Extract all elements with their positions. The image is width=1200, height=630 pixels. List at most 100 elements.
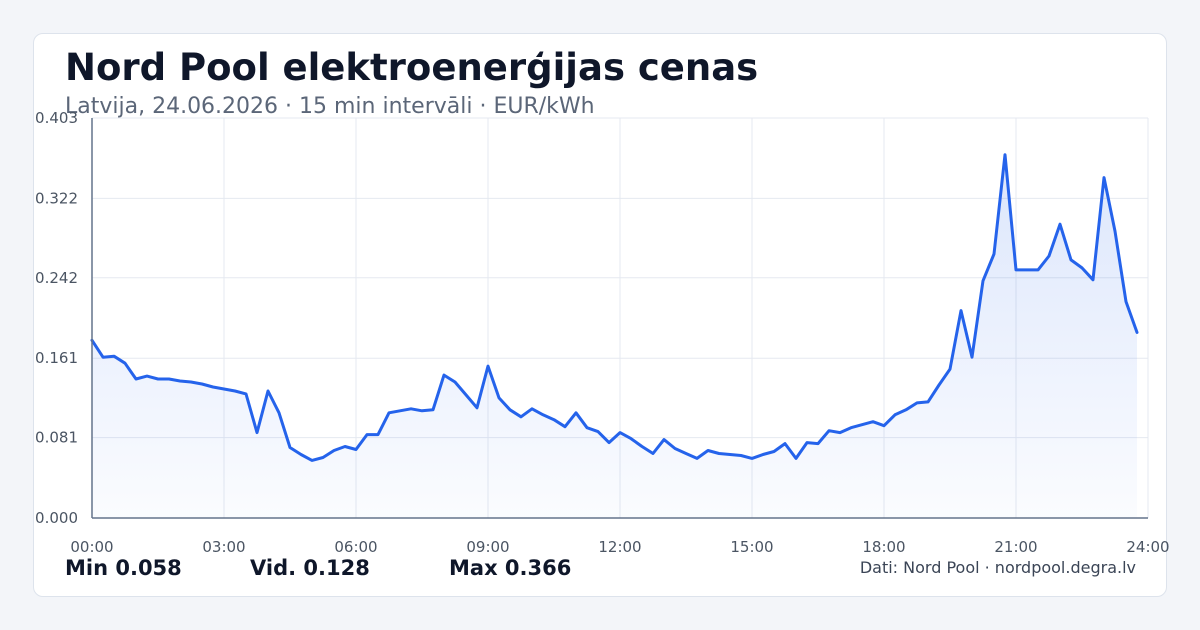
price-point (927, 401, 930, 404)
price-point (1081, 267, 1084, 270)
x-tick-label: 18:00 (862, 538, 905, 556)
price-point (542, 413, 545, 416)
y-tick-label: 0.403 (35, 109, 78, 127)
price-point (234, 390, 237, 393)
price-point (267, 390, 270, 393)
price-point (960, 309, 963, 312)
price-point (949, 368, 952, 371)
tick-labels: 0.000 0.081 0.161 0.242 0.322 0.403 00:00 03:00… (35, 109, 1170, 556)
price-point (795, 457, 798, 460)
price-point (1103, 176, 1106, 179)
x-tick-label: 00:00 (70, 538, 113, 556)
price-point (685, 452, 688, 455)
price-point (718, 452, 721, 455)
y-tick-label: 0.242 (35, 269, 78, 287)
chart-subtitle: Latvija, 24.06.2026 · 15 min intervāli ·… (65, 94, 595, 119)
price-point (289, 446, 292, 449)
price-point (883, 424, 886, 427)
price-point (498, 397, 501, 400)
price-point (762, 453, 765, 456)
x-tick-label: 15:00 (730, 538, 773, 556)
x-tick-label: 06:00 (334, 538, 377, 556)
price-point (1037, 269, 1040, 272)
price-point (861, 423, 864, 426)
price-point (245, 393, 248, 396)
x-tick-label: 12:00 (598, 538, 641, 556)
price-point (1026, 269, 1029, 272)
x-tick-label: 24:00 (1126, 538, 1169, 556)
price-point (410, 407, 413, 410)
price-point (388, 411, 391, 414)
price-point (1059, 223, 1062, 226)
price-point (597, 430, 600, 433)
price-point (157, 378, 160, 381)
price-point (608, 441, 611, 444)
price-point (773, 450, 776, 453)
price-point (212, 386, 215, 389)
price-point (564, 425, 567, 428)
y-tick-label: 0.322 (35, 189, 78, 207)
price-point (124, 362, 127, 365)
price-point (663, 438, 666, 441)
price-point (531, 407, 534, 410)
price-point (102, 356, 105, 359)
price-point (377, 433, 380, 436)
price-point (223, 388, 226, 391)
price-point (1114, 230, 1117, 233)
price-point (1015, 269, 1018, 272)
price-point (1048, 255, 1051, 258)
area-layer (90, 153, 1139, 518)
price-line (90, 153, 1139, 462)
y-tick-label: 0.161 (35, 349, 78, 367)
price-point (443, 374, 446, 377)
price-point (674, 447, 677, 450)
price-point (190, 381, 193, 384)
price-point (168, 378, 171, 381)
chart-title: Nord Pool elektroenerģijas cenas (65, 46, 759, 89)
price-point (311, 459, 314, 462)
price-area-fill (92, 154, 1137, 518)
price-point (630, 437, 633, 440)
price-point (333, 449, 336, 452)
price-point (696, 457, 699, 460)
price-point (806, 441, 809, 444)
price-point (487, 365, 490, 368)
price-point (432, 408, 435, 411)
y-tick-label: 0.000 (35, 509, 78, 527)
price-point (366, 433, 369, 436)
price-point (839, 431, 842, 434)
price-point (916, 402, 919, 405)
price-point (278, 411, 281, 414)
price-point (1004, 153, 1007, 156)
price-point (575, 411, 578, 414)
price-point (476, 406, 479, 409)
price-point (982, 279, 985, 282)
price-point (135, 378, 138, 381)
x-tick-label: 21:00 (994, 538, 1037, 556)
price-point (322, 456, 325, 459)
price-point (729, 453, 732, 456)
price-point (454, 381, 457, 384)
axes (91, 118, 1148, 519)
data-source: Dati: Nord Pool · nordpool.degra.lv (859, 558, 1136, 577)
price-point (344, 445, 347, 448)
price-point (399, 409, 402, 412)
price-point (784, 442, 787, 445)
price-point (971, 356, 974, 359)
price-point (850, 426, 853, 429)
price-point (619, 431, 622, 434)
price-point (1092, 278, 1095, 281)
stat-avg: Vid. 0.128 (250, 556, 370, 580)
price-point (256, 431, 259, 434)
price-point (520, 415, 523, 418)
price-point (201, 383, 204, 386)
price-point (817, 442, 820, 445)
price-point (652, 452, 655, 455)
y-tick-label: 0.081 (35, 429, 78, 447)
price-point (586, 426, 589, 429)
price-point (993, 253, 996, 256)
price-point (751, 457, 754, 460)
price-point (872, 420, 875, 423)
price-point (740, 454, 743, 457)
